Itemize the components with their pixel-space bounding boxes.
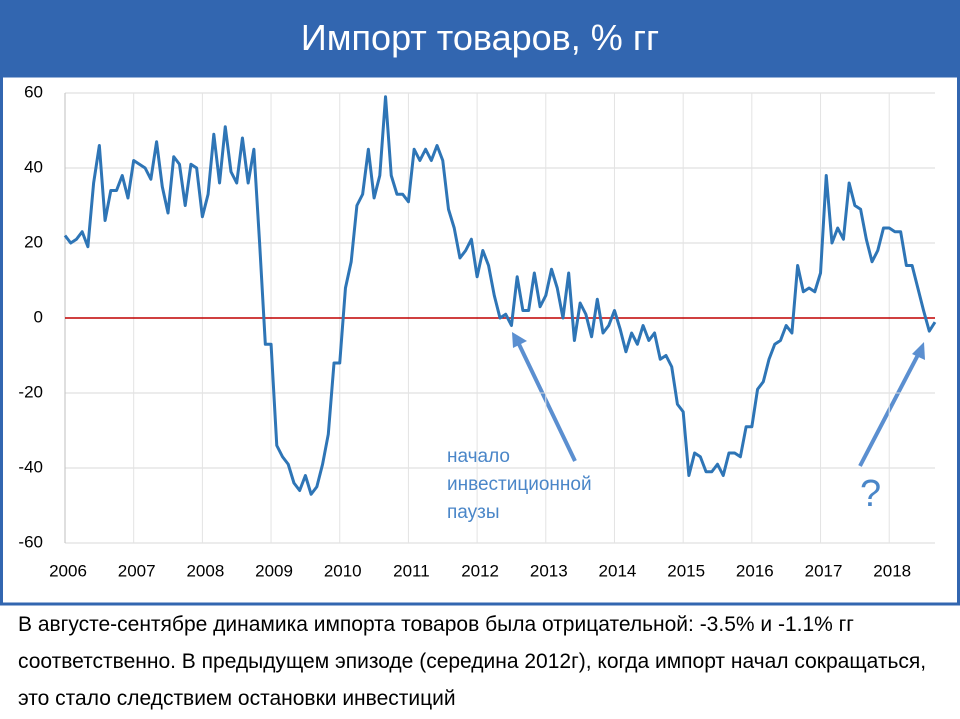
x-tick-label: 2010 [324, 561, 362, 580]
y-tick-label: -40 [18, 457, 43, 476]
x-tick-label: 2014 [599, 561, 637, 580]
annotation: паузы [447, 502, 500, 523]
x-tick-label: 2013 [530, 561, 568, 580]
annotation: ? [860, 473, 881, 515]
x-tick-label: 2018 [873, 561, 911, 580]
y-tick-label: 60 [24, 82, 43, 101]
data-line [63, 95, 937, 496]
slide-title: Импорт товаров, % гг [0, 0, 960, 76]
x-tick-label: 2011 [393, 561, 430, 580]
x-tick-label: 2009 [255, 561, 293, 580]
annotation: начало [447, 446, 510, 467]
y-tick-label: -60 [18, 532, 43, 551]
x-tick-label: 2016 [736, 561, 774, 580]
y-tick-label: 20 [24, 232, 43, 251]
y-tick-label: 40 [24, 157, 43, 176]
x-tick-label: 2008 [186, 561, 224, 580]
x-tick-label: 2007 [118, 561, 156, 580]
annotation: инвестиционной [447, 474, 592, 495]
y-tick-label: -20 [18, 382, 43, 401]
x-tick-label: 2006 [49, 561, 87, 580]
x-tick-label: 2012 [461, 561, 499, 580]
x-tick-label: 2015 [667, 561, 705, 580]
x-tick-label: 2017 [805, 561, 843, 580]
arrow-head [912, 342, 925, 360]
chart-frame [0, 76, 960, 606]
y-tick-label: 0 [34, 307, 43, 326]
arrow [858, 350, 922, 467]
arrow-head [512, 332, 527, 348]
footer-text: В августе-сентябре динамика импорта това… [18, 613, 927, 710]
chart: -60 -40 -20 0 20 40 60 2006 2007 2008 2009 2010 2011… [0, 76, 960, 606]
